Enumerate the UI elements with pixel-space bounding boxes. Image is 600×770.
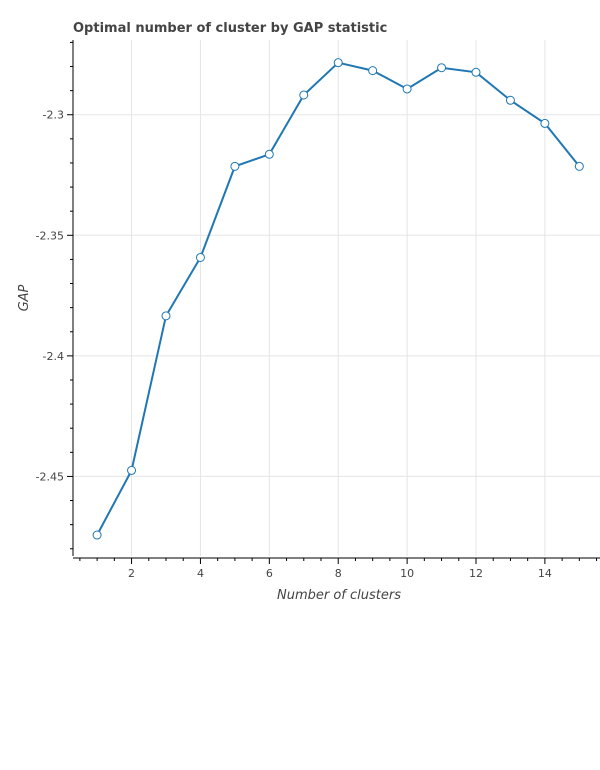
data-point	[127, 465, 137, 475]
data-series	[92, 58, 584, 540]
data-point	[505, 95, 515, 105]
y-axis-label: GAP	[17, 284, 32, 311]
x-tick-label: 10	[400, 567, 414, 580]
data-point	[195, 252, 205, 262]
data-point	[471, 67, 481, 77]
data-point	[92, 530, 102, 540]
data-point	[574, 161, 584, 171]
data-point	[540, 118, 550, 128]
ticks: 2 4 6 8 10 12 14 -2.3 -2.35 -2.4 -2.45	[36, 41, 598, 580]
data-point	[161, 311, 171, 321]
data-point	[402, 84, 412, 94]
x-tick-label: 8	[335, 567, 342, 580]
data-point	[437, 63, 447, 73]
x-tick-label: 2	[128, 567, 135, 580]
data-point	[264, 149, 274, 159]
y-tick-label: -2.45	[36, 470, 64, 483]
data-point	[333, 58, 343, 68]
y-tick-label: -2.3	[43, 109, 64, 122]
axes	[72, 40, 600, 559]
y-tick-label: -2.35	[36, 229, 64, 242]
x-tick-label: 12	[469, 567, 483, 580]
data-point	[368, 66, 378, 76]
grid	[73, 40, 600, 556]
x-tick-label: 6	[266, 567, 273, 580]
chart-title: Optimal number of cluster by GAP statist…	[73, 21, 387, 36]
x-tick-label: 4	[197, 567, 204, 580]
x-tick-label: 14	[538, 567, 552, 580]
data-point	[230, 161, 240, 171]
x-axis-label: Number of clusters	[277, 588, 401, 603]
y-tick-label: -2.4	[43, 350, 64, 363]
data-point	[299, 90, 309, 100]
